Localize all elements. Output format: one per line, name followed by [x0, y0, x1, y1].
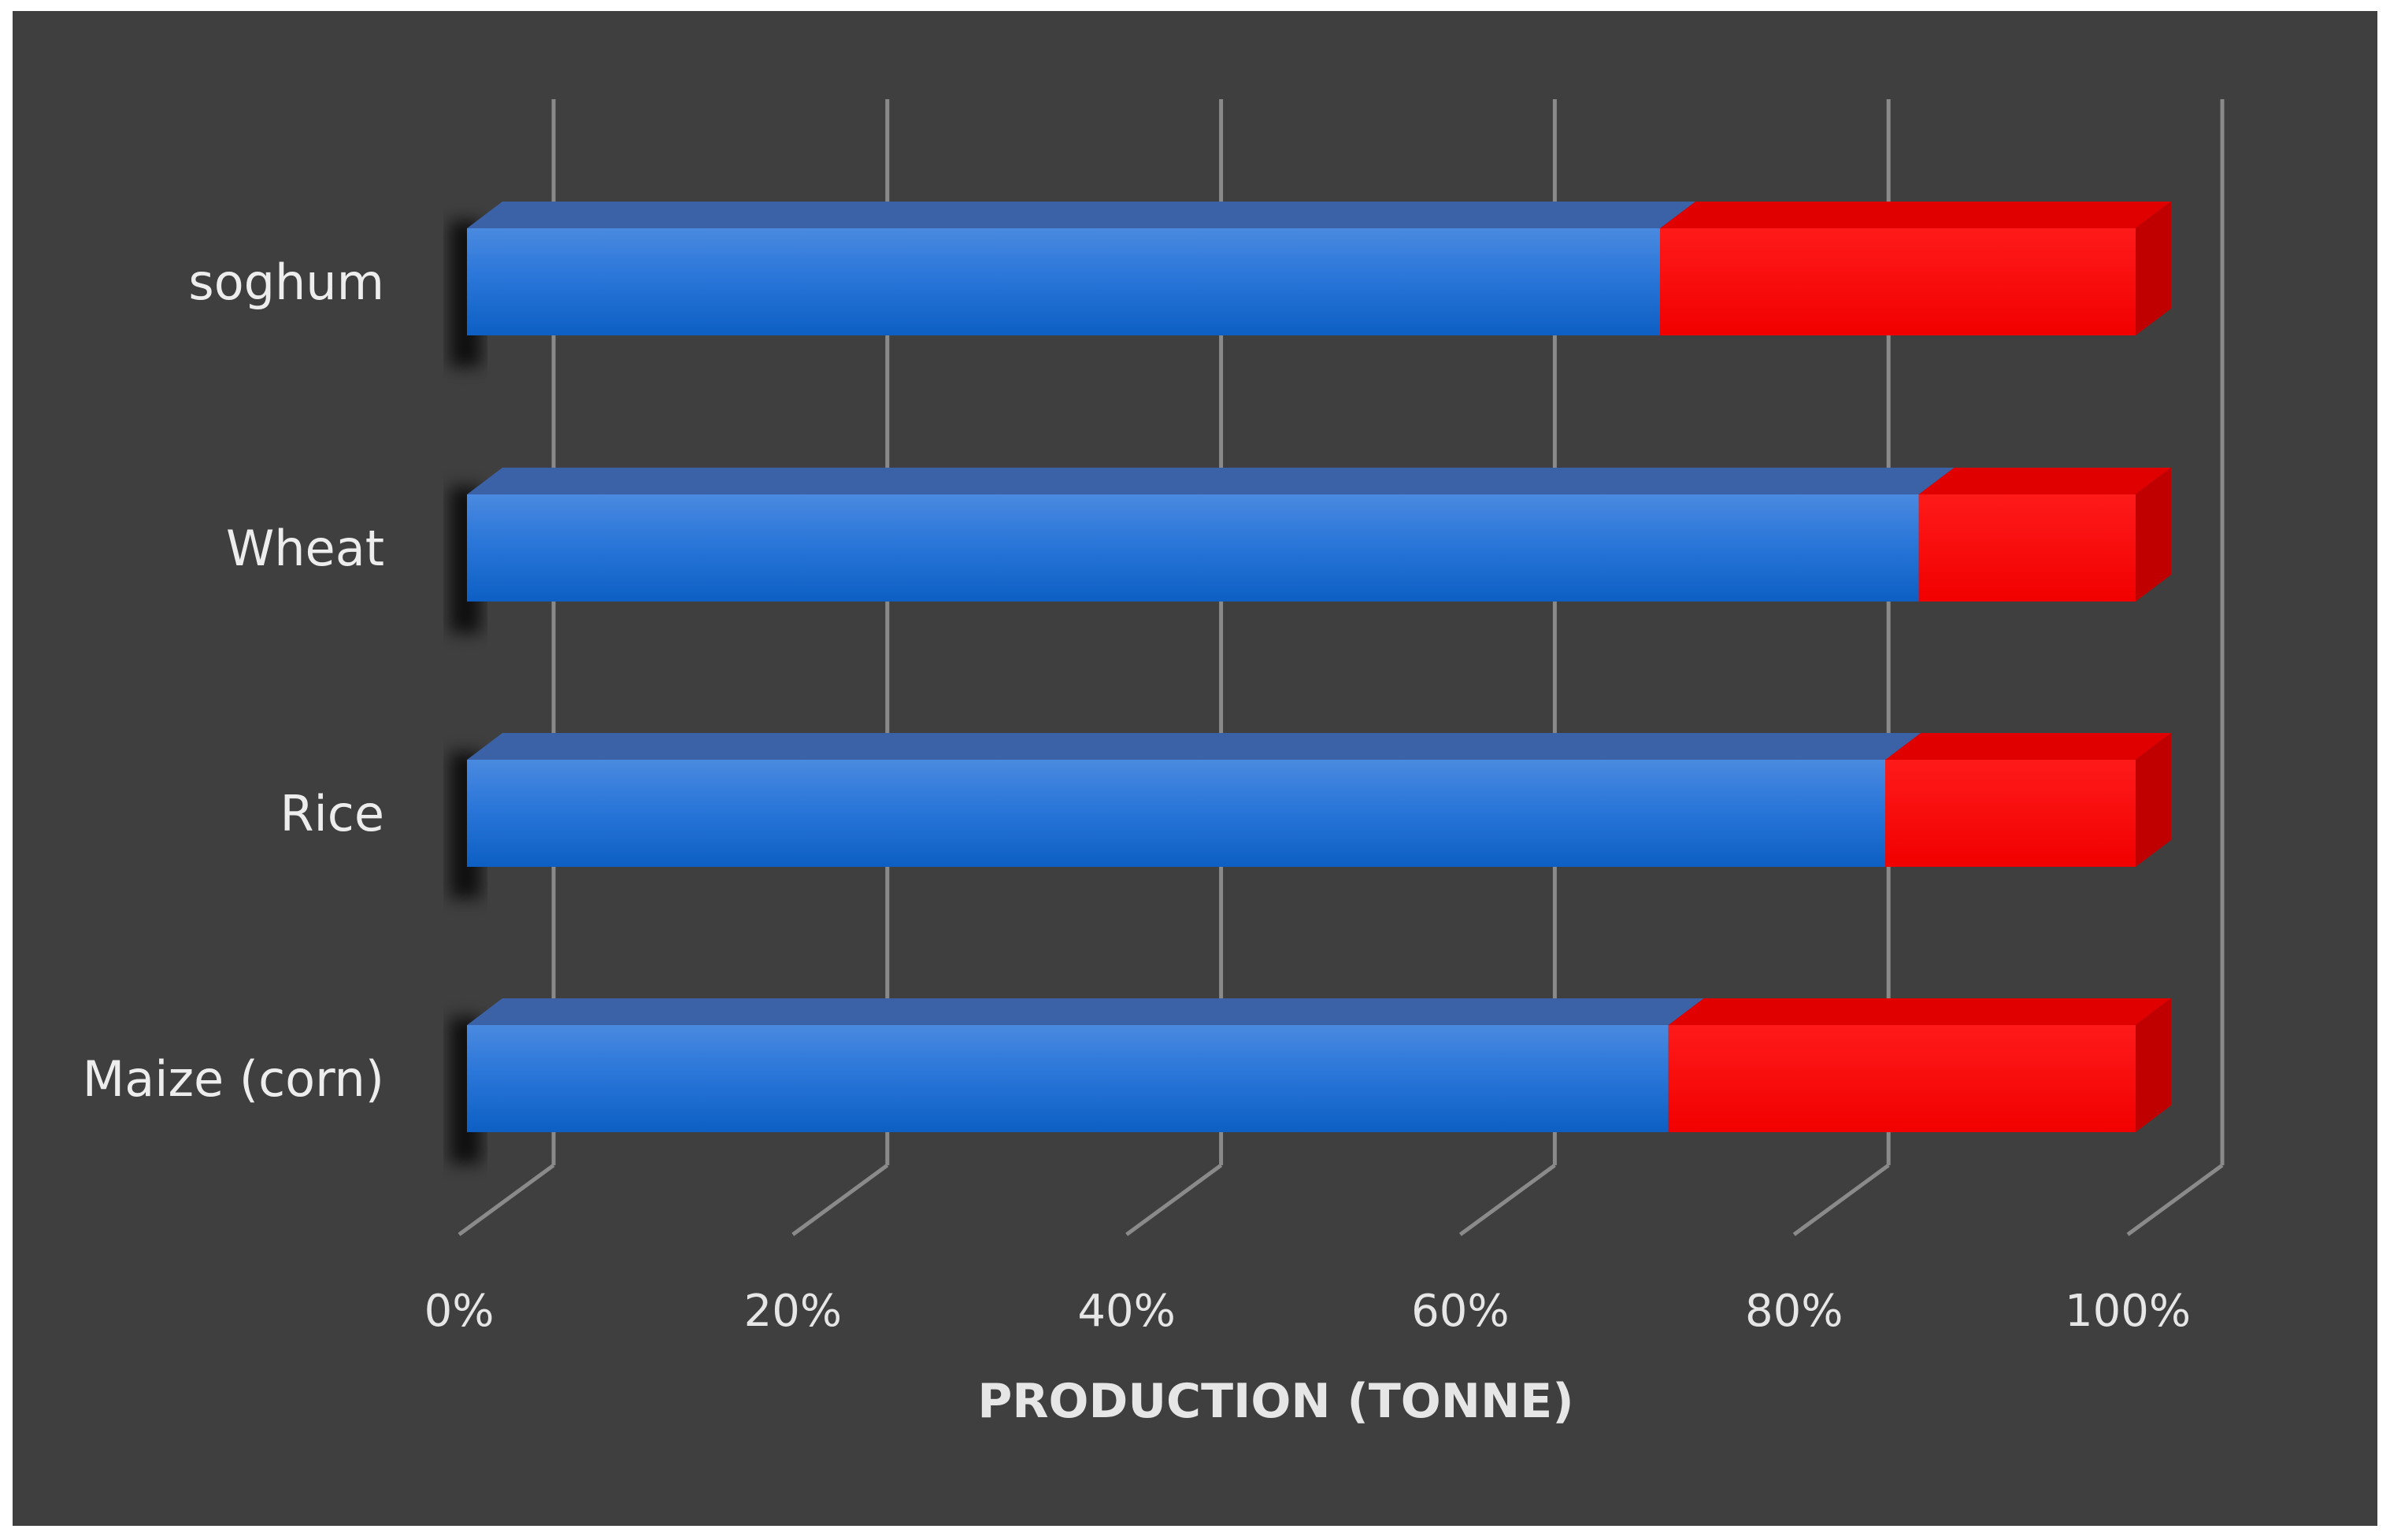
bar-segment [467, 760, 1886, 867]
bar-segment [467, 494, 1919, 602]
bar-top-face [1668, 998, 2171, 1025]
x-tick-label: 40% [1077, 1286, 1175, 1337]
x-axis-title: PRODUCTION (TONNE) [977, 1374, 1573, 1429]
bar-side-face [2136, 468, 2171, 602]
x-tick-label: 100% [2065, 1286, 2191, 1337]
bar-segment [467, 1025, 1669, 1132]
bar-segment [1660, 228, 2136, 335]
floor-gridline [458, 1163, 555, 1237]
bar-segment [1668, 1025, 2136, 1132]
bar-group [450, 468, 2171, 633]
x-tick-label: 60% [1411, 1286, 1509, 1337]
bar-side-face [2136, 733, 2171, 867]
bar-side-face [2136, 202, 2171, 335]
floor-gridline [1458, 1163, 1556, 1237]
bar-group [450, 202, 2171, 367]
y-category-label: Maize (corn) [83, 1050, 384, 1108]
floor-gridline [791, 1163, 889, 1237]
bar-top-face [467, 468, 1955, 494]
bar-side-face [2136, 998, 2171, 1132]
labels: 0% 20% 40% 60% 80% 100% soghum Wheat Rice Maize (… [83, 254, 2191, 1337]
bar-top-face [467, 998, 1704, 1025]
bars [450, 202, 2171, 1164]
bar-top-face [1660, 202, 2171, 228]
y-category-label: soghum [188, 254, 384, 311]
x-tick-label: 80% [1745, 1286, 1843, 1337]
floor-gridline [1792, 1163, 1890, 1237]
x-tick-label: 20% [744, 1286, 842, 1337]
bar-group [450, 733, 2171, 898]
bar-top-face [1885, 733, 2171, 760]
bar-segment [467, 228, 1661, 335]
bar-top-face [467, 202, 1696, 228]
y-category-label: Wheat [226, 520, 384, 577]
bar-group [450, 998, 2171, 1164]
y-category-label: Rice [280, 785, 384, 842]
floor-gridline [2126, 1163, 2224, 1237]
floor-gridline [1125, 1163, 1223, 1237]
bar-top-face [467, 733, 1921, 760]
bar-segment [1885, 760, 2136, 867]
bar-top-face [1918, 468, 2171, 494]
bar-segment [1918, 494, 2136, 602]
x-tick-label: 0% [424, 1286, 495, 1337]
